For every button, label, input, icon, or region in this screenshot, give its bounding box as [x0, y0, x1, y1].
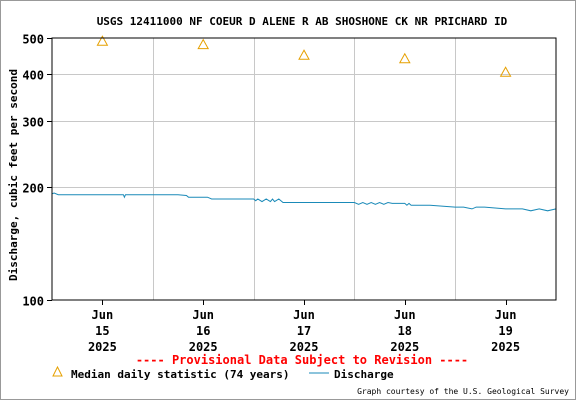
y-tick-label: 300 [22, 116, 44, 130]
axis-labels: 100 200 300 400 500 Jun 15 2025 Jun 16 2025 Jun 17 20… [22, 33, 520, 355]
legend: Median daily statistic (74 years) Discha… [52, 365, 394, 381]
legend-entry-discharge: Discharge [334, 368, 394, 381]
y-tick-label: 400 [22, 69, 44, 83]
chart-title: USGS 12411000 NF COEUR D ALENE R AB SHOS… [97, 15, 508, 28]
y-tick-label: 200 [22, 182, 44, 196]
y-tick-label: 500 [22, 33, 44, 47]
data-series [51, 35, 557, 212]
x-tick-label: Jun [92, 308, 114, 322]
y-axis-label: Discharge, cubic feet per second [7, 69, 20, 281]
median-marker [298, 49, 310, 60]
plot-area [52, 38, 556, 300]
x-tick-label: Jun [293, 308, 315, 322]
x-tick-label: Jun [192, 308, 214, 322]
x-tick-label: 2025 [290, 340, 319, 354]
median-marker [499, 66, 512, 77]
x-tick-label: 16 [196, 324, 210, 338]
median-marker [398, 52, 411, 64]
x-tick-label: 15 [95, 324, 109, 338]
y-tick-label: 100 [22, 295, 44, 309]
x-tick-label: Jun [394, 308, 416, 322]
x-tick-label: 2025 [189, 340, 218, 354]
x-tick-label: 18 [398, 324, 412, 338]
x-tick-label: 2025 [88, 340, 117, 354]
provisional-notice: ---- Provisional Data Subject to Revisio… [136, 353, 468, 367]
legend-entry-median: Median daily statistic (74 years) [71, 368, 290, 381]
credit-text: Graph courtesy of the U.S. Geological Su… [357, 387, 569, 396]
x-tick-label: Jun [495, 308, 517, 322]
grid-lines [52, 38, 556, 300]
x-tick-label: 2025 [390, 340, 419, 354]
x-tick-label: 2025 [491, 340, 520, 354]
median-marker [96, 35, 109, 46]
median-marker [197, 38, 210, 50]
x-tick-label: 17 [297, 324, 311, 338]
discharge-line [51, 192, 557, 212]
x-tick-label: 19 [498, 324, 512, 338]
median-legend-marker [52, 365, 63, 377]
